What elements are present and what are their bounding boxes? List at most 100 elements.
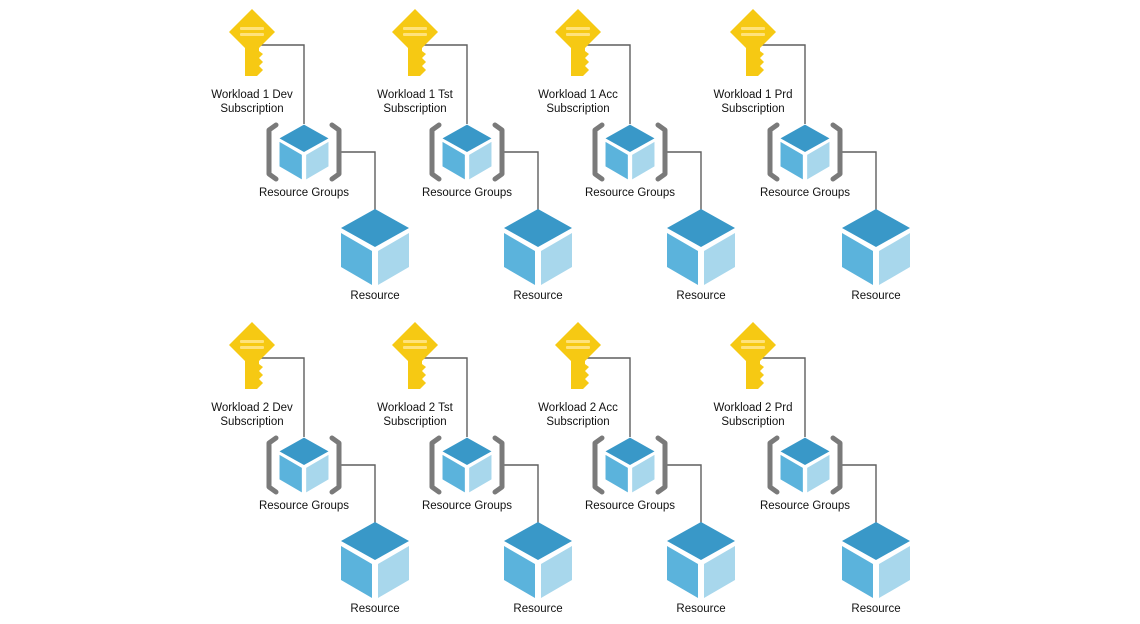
resource-label: Resource xyxy=(513,290,562,302)
resource-cube-icon[interactable] xyxy=(842,522,910,598)
subscription-to-rg-connector xyxy=(761,357,806,437)
subscription-type-label: Subscription xyxy=(546,416,609,428)
subscription-group: Workload 1 Tst Subscription Resource Group… xyxy=(377,9,572,302)
rg-cube-icon xyxy=(605,124,655,180)
subscription-name-label: Workload 1 Prd xyxy=(713,89,792,101)
rg-to-resource-connector xyxy=(503,151,539,210)
left-bracket xyxy=(767,122,780,182)
subscription-type-label: Subscription xyxy=(546,103,609,115)
resource-group-label: Resource Groups xyxy=(422,500,512,512)
subscription-name-label: Workload 2 Dev xyxy=(211,402,293,414)
resource-cube-icon[interactable] xyxy=(341,522,409,598)
resource-label: Resource xyxy=(513,603,562,615)
subscription-type-label: Subscription xyxy=(383,103,446,115)
rg-cube-icon xyxy=(279,124,329,180)
resource-cube-icon[interactable] xyxy=(504,209,572,285)
subscription-group: Workload 1 Prd Subscription Resource Group… xyxy=(713,9,910,302)
right-bracket xyxy=(329,122,342,182)
resource-label: Resource xyxy=(676,603,725,615)
rg-cube-icon xyxy=(780,124,830,180)
subscription-to-rg-connector xyxy=(260,357,305,437)
resource-cube-icon[interactable] xyxy=(504,522,572,598)
subscription-name-label: Workload 2 Prd xyxy=(713,402,792,414)
resource-cube-icon[interactable] xyxy=(667,209,735,285)
subscription-to-rg-connector xyxy=(586,44,631,124)
rg-to-resource-connector xyxy=(841,151,877,210)
rg-to-resource-connector xyxy=(666,151,702,210)
subscription-to-rg-connector xyxy=(761,44,806,124)
right-bracket xyxy=(830,122,843,182)
right-bracket xyxy=(830,435,843,495)
left-bracket xyxy=(592,435,605,495)
resource-group-label: Resource Groups xyxy=(259,500,349,512)
rg-cube-icon xyxy=(442,437,492,493)
subscription-key-icon[interactable] xyxy=(392,322,438,389)
left-bracket xyxy=(266,122,279,182)
resource-group-icon[interactable] xyxy=(429,435,505,495)
rg-to-resource-connector xyxy=(503,464,539,523)
right-bracket xyxy=(655,435,668,495)
subscription-to-rg-connector xyxy=(260,44,305,124)
subscription-type-label: Subscription xyxy=(220,416,283,428)
subscription-key-icon[interactable] xyxy=(229,9,275,76)
subscription-group: Workload 1 Acc Subscription Resource Group… xyxy=(538,9,735,302)
subscription-key-icon[interactable] xyxy=(392,9,438,76)
resource-group-label: Resource Groups xyxy=(259,187,349,199)
subscription-name-label: Workload 1 Dev xyxy=(211,89,293,101)
resource-group-icon[interactable] xyxy=(767,435,843,495)
subscription-name-label: Workload 2 Acc xyxy=(538,402,618,414)
subscription-key-icon[interactable] xyxy=(730,9,776,76)
rg-to-resource-connector xyxy=(841,464,877,523)
subscription-key-icon[interactable] xyxy=(730,322,776,389)
rg-cube-icon xyxy=(780,437,830,493)
resource-label: Resource xyxy=(350,290,399,302)
subscription-key-icon[interactable] xyxy=(555,9,601,76)
rg-cube-icon xyxy=(442,124,492,180)
resource-group-icon[interactable] xyxy=(592,122,668,182)
subscription-type-label: Subscription xyxy=(721,416,784,428)
resource-label: Resource xyxy=(350,603,399,615)
resource-label: Resource xyxy=(676,290,725,302)
resource-cube-icon[interactable] xyxy=(667,522,735,598)
left-bracket xyxy=(266,435,279,495)
left-bracket xyxy=(429,122,442,182)
subscription-group: Workload 2 Tst Subscription Resource Group… xyxy=(377,322,572,615)
subscription-group: Workload 2 Acc Subscription Resource Group… xyxy=(538,322,735,615)
subscription-type-label: Subscription xyxy=(220,103,283,115)
resource-label: Resource xyxy=(851,603,900,615)
subscription-group: Workload 2 Prd Subscription Resource Group… xyxy=(713,322,910,615)
resource-group-icon[interactable] xyxy=(266,122,342,182)
rg-to-resource-connector xyxy=(666,464,702,523)
rg-cube-icon xyxy=(279,437,329,493)
subscription-group: Workload 2 Dev Subscription Resource Group… xyxy=(211,322,409,615)
left-bracket xyxy=(592,122,605,182)
subscription-key-icon[interactable] xyxy=(229,322,275,389)
subscription-name-label: Workload 1 Acc xyxy=(538,89,618,101)
right-bracket xyxy=(655,122,668,182)
subscription-name-label: Workload 1 Tst xyxy=(377,89,453,101)
resource-group-label: Resource Groups xyxy=(585,187,675,199)
resource-label: Resource xyxy=(851,290,900,302)
resource-cube-icon[interactable] xyxy=(341,209,409,285)
resource-group-icon[interactable] xyxy=(266,435,342,495)
subscription-to-rg-connector xyxy=(586,357,631,437)
left-bracket xyxy=(767,435,780,495)
right-bracket xyxy=(329,435,342,495)
resource-group-label: Resource Groups xyxy=(760,500,850,512)
rg-to-resource-connector xyxy=(340,151,376,210)
right-bracket xyxy=(492,435,505,495)
resource-cube-icon[interactable] xyxy=(842,209,910,285)
subscription-type-label: Subscription xyxy=(383,416,446,428)
subscription-key-icon[interactable] xyxy=(555,322,601,389)
subscription-group: Workload 1 Dev Subscription Resource Group… xyxy=(211,9,409,302)
subscription-to-rg-connector xyxy=(423,357,468,437)
left-bracket xyxy=(429,435,442,495)
rg-to-resource-connector xyxy=(340,464,376,523)
resource-group-label: Resource Groups xyxy=(585,500,675,512)
resource-group-label: Resource Groups xyxy=(422,187,512,199)
resource-group-icon[interactable] xyxy=(429,122,505,182)
resource-group-icon[interactable] xyxy=(767,122,843,182)
subscription-name-label: Workload 2 Tst xyxy=(377,402,453,414)
resource-group-icon[interactable] xyxy=(592,435,668,495)
